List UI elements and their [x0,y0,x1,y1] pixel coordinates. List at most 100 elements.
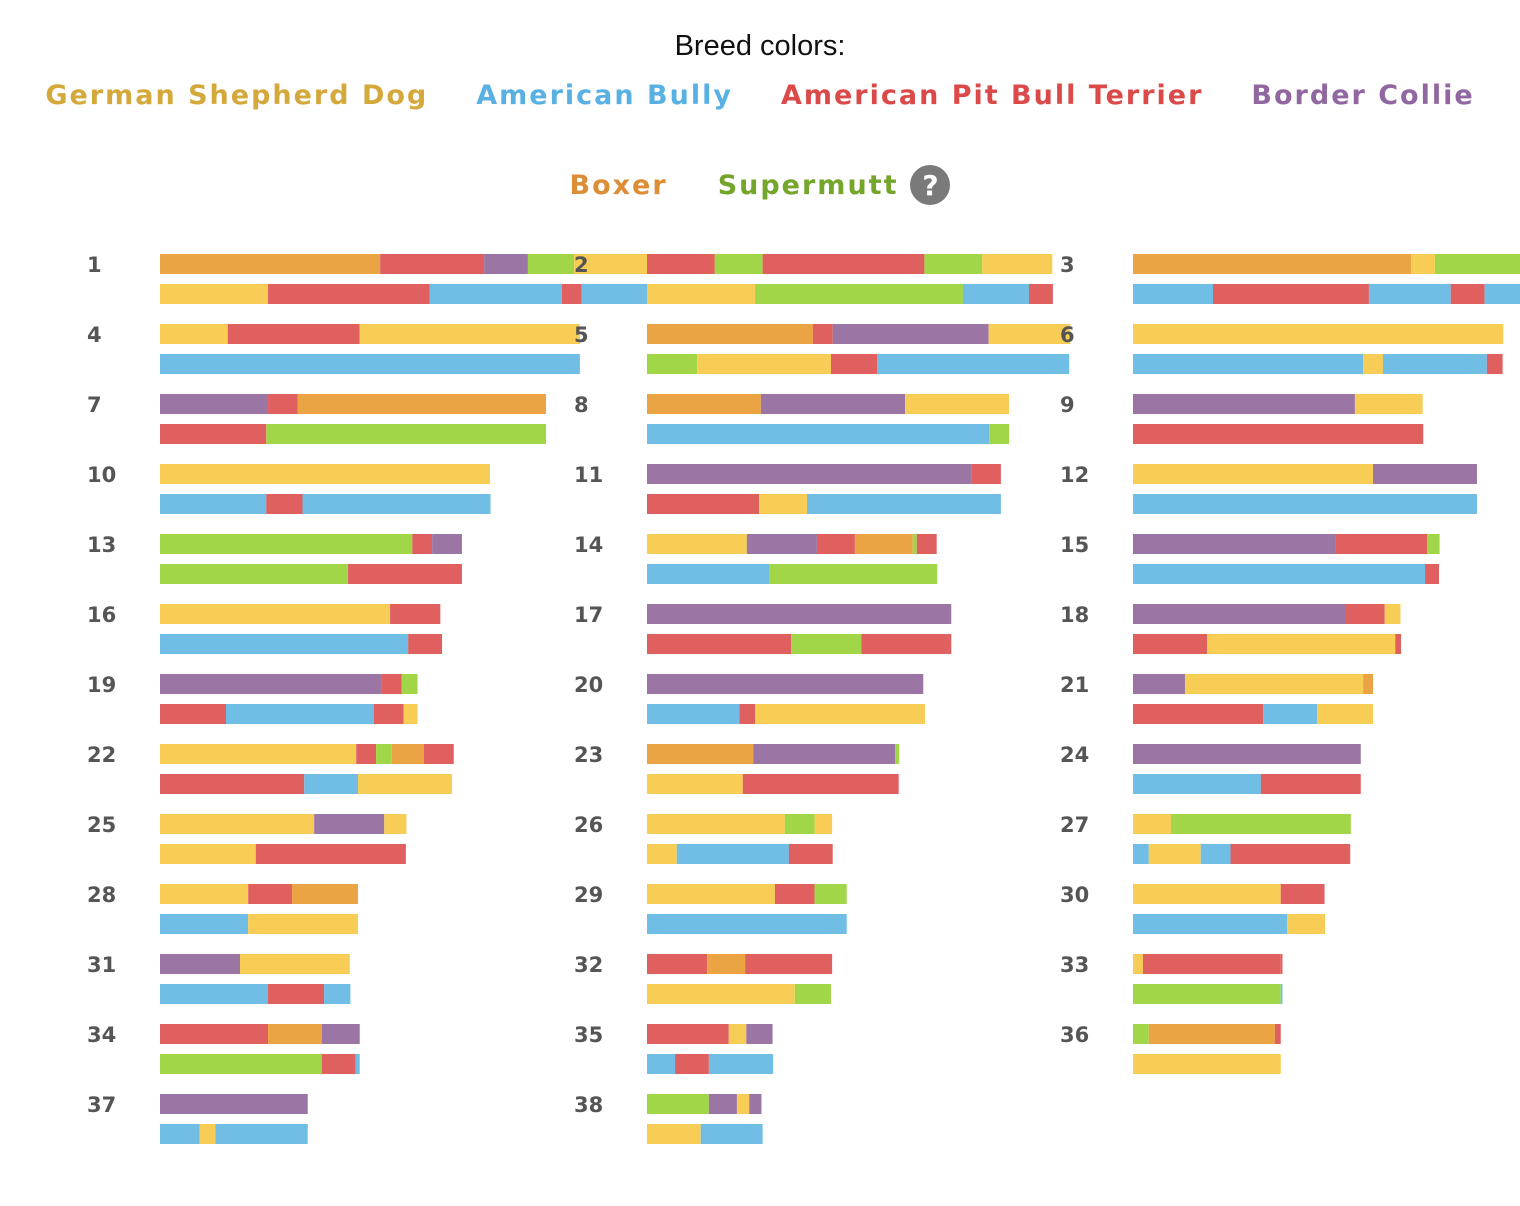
bar-segment-lower[interactable] [199,1124,216,1144]
bar-segment-lower[interactable] [1133,494,1477,514]
bar-segment-upper[interactable] [1142,954,1281,974]
bar-segment-lower[interactable] [755,284,963,304]
bar-segment-lower[interactable] [647,494,760,514]
bar-segment-upper[interactable] [240,954,350,974]
bar-segment-upper[interactable] [401,674,418,694]
bar-segment-lower[interactable] [160,284,269,304]
bar-segment-lower[interactable] [1133,774,1261,794]
bar-segment-lower[interactable] [268,284,430,304]
bar-segment-lower[interactable] [266,424,547,444]
bar-segment-lower[interactable] [791,634,862,654]
bar-segment-lower[interactable] [321,1054,356,1074]
bar-segment-lower[interactable] [266,494,303,514]
bar-segment-lower[interactable] [989,424,1010,444]
bar-segment-upper[interactable] [745,954,833,974]
bar-segment-lower[interactable] [1363,354,1383,374]
bar-segment-upper[interactable] [647,1094,709,1114]
bar-segment-upper[interactable] [376,744,392,764]
bar-segment-upper[interactable] [380,254,485,274]
bar-segment-lower[interactable] [1450,284,1485,304]
bar-segment-lower[interactable] [160,354,580,374]
bar-segment-upper[interactable] [248,884,292,904]
bar-segment-lower[interactable] [1133,1054,1281,1074]
bar-segment-upper[interactable] [160,884,249,904]
bar-segment-lower[interactable] [794,984,831,1004]
bar-segment-lower[interactable] [1133,844,1149,864]
bar-segment-lower[interactable] [708,1054,774,1074]
bar-segment-lower[interactable] [939,424,990,444]
bar-segment-lower[interactable] [302,494,491,514]
bar-segment-upper[interactable] [982,254,1053,274]
bar-segment-lower[interactable] [807,494,1001,514]
bar-segment-upper[interactable] [728,1024,747,1044]
bar-segment-lower[interactable] [647,984,795,1004]
bar-segment-lower[interactable] [160,774,305,794]
bar-segment-upper[interactable] [647,954,708,974]
bar-segment-lower[interactable] [755,704,925,724]
bar-segment-upper[interactable] [832,324,989,344]
bar-segment-upper[interactable] [160,604,391,624]
bar-segment-lower[interactable] [160,424,267,444]
bar-segment-upper[interactable] [359,324,580,344]
bar-segment-upper[interactable] [412,534,433,554]
bar-segment-upper[interactable] [854,534,913,554]
bar-segment-upper[interactable] [297,394,547,414]
bar-segment-upper[interactable] [314,814,385,834]
bar-segment-lower[interactable] [255,844,406,864]
bar-segment-upper[interactable] [1133,394,1355,414]
bar-segment-lower[interactable] [1316,704,1374,724]
bar-segment-upper[interactable] [753,744,896,764]
bar-segment-lower[interactable] [160,984,269,1004]
bar-segment-upper[interactable] [160,534,413,554]
bar-segment-upper[interactable] [1410,254,1435,274]
bar-segment-upper[interactable] [916,534,937,554]
bar-segment-lower[interactable] [324,984,351,1004]
bar-segment-upper[interactable] [749,1094,762,1114]
bar-segment-upper[interactable] [647,394,761,414]
bar-segment-lower[interactable] [1263,704,1317,724]
bar-segment-upper[interactable] [1133,814,1171,834]
bar-segment-lower[interactable] [373,704,404,724]
bar-segment-upper[interactable] [1133,604,1345,624]
bar-segment-lower[interactable] [1200,844,1231,864]
bar-segment-upper[interactable] [1133,954,1143,974]
bar-segment-upper[interactable] [816,534,855,554]
bar-segment-upper[interactable] [291,884,358,904]
bar-segment-upper[interactable] [1184,674,1364,694]
bar-segment-lower[interactable] [1133,564,1425,584]
bar-segment-upper[interactable] [905,394,1010,414]
bar-segment-upper[interactable] [760,394,906,414]
bar-segment-lower[interactable] [1133,634,1208,654]
legend-border-collie[interactable]: Border Collie [1251,80,1475,111]
bar-segment-lower[interactable] [1484,284,1520,304]
bar-segment-lower[interactable] [1486,354,1503,374]
bar-segment-upper[interactable] [423,744,454,764]
bar-segment-lower[interactable] [1148,844,1201,864]
bar-segment-lower[interactable] [1207,634,1396,654]
bar-segment-upper[interactable] [647,254,715,274]
bar-segment-upper[interactable] [1335,534,1428,554]
bar-segment-lower[interactable] [861,634,952,654]
bar-segment-upper[interactable] [384,814,407,834]
bar-segment-upper[interactable] [391,744,424,764]
bar-segment-upper[interactable] [321,1024,360,1044]
bar-segment-lower[interactable] [647,844,677,864]
bar-segment-lower[interactable] [1395,634,1402,654]
bar-segment-lower[interactable] [830,354,878,374]
bar-segment-upper[interactable] [1344,604,1385,624]
bar-segment-upper[interactable] [647,534,747,554]
bar-segment-upper[interactable] [390,604,441,624]
bar-segment-upper[interactable] [1133,674,1185,694]
bar-segment-upper[interactable] [814,814,833,834]
bar-segment-lower[interactable] [1133,984,1281,1004]
bar-segment-upper[interactable] [971,464,1001,484]
bar-segment-lower[interactable] [697,354,831,374]
bar-segment-lower[interactable] [160,1054,322,1074]
bar-segment-lower[interactable] [1280,984,1283,1004]
bar-segment-upper[interactable] [268,394,298,414]
bar-segment-upper[interactable] [647,744,754,764]
legend-american-pit-bull-terrier[interactable]: American Pit Bull Terrier [780,80,1204,111]
bar-segment-upper[interactable] [1274,1024,1281,1044]
bar-segment-upper[interactable] [714,254,763,274]
bar-segment-upper[interactable] [647,604,952,624]
